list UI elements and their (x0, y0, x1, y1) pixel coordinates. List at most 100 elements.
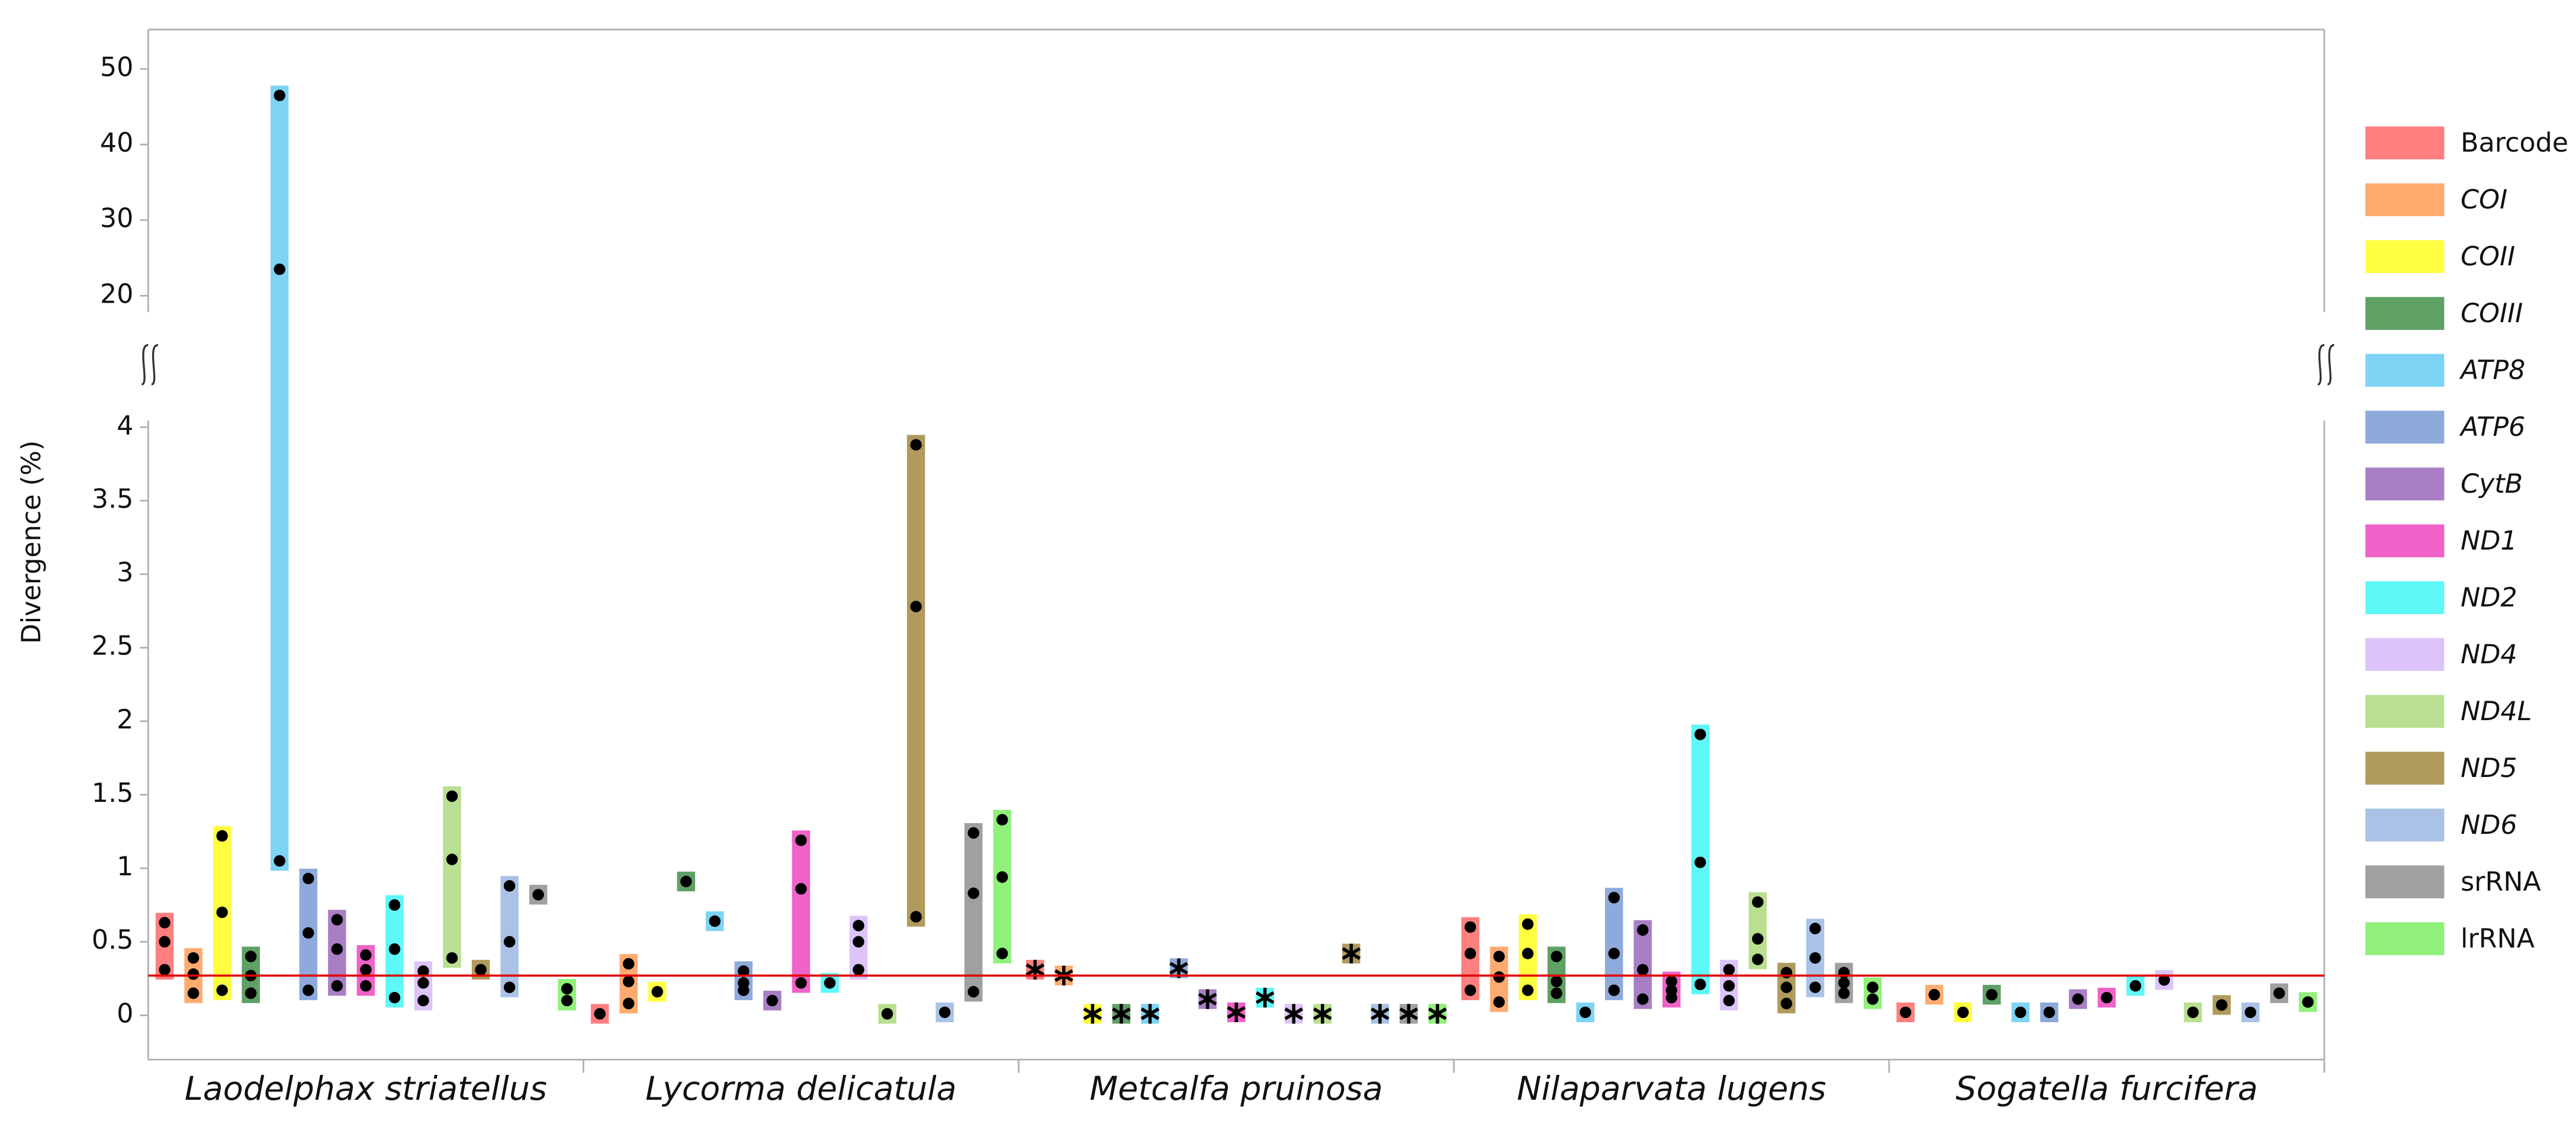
legend-swatch (2365, 354, 2445, 387)
legend-swatch (2365, 808, 2445, 842)
range-bar (964, 823, 983, 1002)
dot-marker (1867, 993, 1879, 1005)
asterisk-marker (1112, 1004, 1131, 1024)
dot-marker (331, 980, 343, 992)
legend-swatch (2365, 183, 2445, 217)
legend-swatch (2365, 638, 2445, 671)
dot-marker (680, 875, 692, 888)
range-bar (993, 810, 1012, 964)
dot-marker (159, 917, 171, 929)
dot-marker (623, 975, 635, 987)
legend-label: lrRNA (2461, 924, 2535, 954)
dot-marker (1809, 952, 1821, 964)
dot-marker (1723, 980, 1735, 992)
dot-marker (1838, 987, 1850, 999)
dot-marker (853, 936, 864, 948)
dot-marker (1723, 964, 1735, 976)
dot-marker (1464, 921, 1477, 933)
legend-label: COI (2461, 185, 2507, 215)
dot-marker (417, 994, 429, 1007)
dot-marker (331, 943, 343, 955)
dot-marker (1694, 978, 1706, 990)
asterisk-marker (1399, 1004, 1419, 1024)
y-tick-label: 20 (100, 279, 133, 309)
dot-marker (1464, 948, 1477, 959)
dot-marker (187, 952, 200, 964)
dot-marker (1608, 984, 1620, 996)
dot-marker (446, 790, 458, 802)
legend-swatch (2365, 922, 2445, 955)
y-tick-label: 3.5 (92, 484, 134, 514)
dot-marker (967, 827, 979, 839)
dot-marker (1694, 856, 1706, 868)
dot-marker (187, 968, 200, 980)
dot-marker (274, 263, 285, 275)
dot-marker (446, 952, 458, 964)
range-bar (270, 85, 289, 871)
legend-label: ND2 (2461, 583, 2517, 613)
dot-marker (417, 965, 429, 977)
dot-marker (1780, 981, 1793, 993)
dot-marker (795, 977, 807, 989)
axis-break (141, 343, 149, 386)
dot-marker (1636, 924, 1649, 936)
dot-marker (594, 1008, 606, 1020)
range-bar (1604, 888, 1623, 1000)
legend-label: ATP6 (2459, 412, 2525, 442)
legend-label: ND4L (2461, 696, 2532, 727)
dot-marker (853, 964, 864, 976)
dot-marker (1899, 1006, 1912, 1019)
dot-marker (1838, 977, 1850, 989)
asterisk-marker (1370, 1004, 1390, 1024)
dot-marker (1928, 988, 1940, 1001)
dot-marker (532, 889, 544, 901)
asterisk-marker (1428, 1004, 1447, 1024)
dot-marker (475, 964, 487, 976)
legend-swatch (2365, 467, 2445, 500)
dot-marker (417, 977, 429, 989)
dot-marker (1665, 975, 1677, 987)
dot-marker (561, 982, 573, 995)
legend-swatch (2365, 240, 2445, 274)
dot-marker (939, 1006, 951, 1019)
dot-marker (2043, 1006, 2055, 1019)
dot-marker (1608, 948, 1620, 959)
x-tick-label: Sogatella furcifera (1956, 1070, 2258, 1108)
dot-marker (623, 997, 635, 1010)
legend-label: srRNA (2461, 867, 2541, 897)
dot-marker (766, 994, 779, 1007)
asterisk-marker (1083, 1004, 1102, 1024)
dot-marker (159, 936, 171, 948)
dot-marker (1464, 984, 1477, 996)
asterisk-marker (1140, 1004, 1160, 1024)
dot-marker (2072, 993, 2084, 1005)
y-tick-label: 0.5 (92, 925, 134, 955)
legend-label: ATP8 (2459, 355, 2525, 386)
dot-marker (1665, 984, 1677, 996)
dot-marker (795, 883, 807, 895)
dot-marker (738, 977, 750, 989)
dot-marker (996, 871, 1008, 883)
legend-swatch (2365, 865, 2445, 898)
legend-label: ND4 (2461, 640, 2517, 670)
legend-label: ND5 (2461, 753, 2517, 784)
dot-marker (996, 948, 1008, 959)
dot-marker (1957, 1006, 1969, 1019)
dot-marker (1752, 896, 1764, 908)
dot-marker (1579, 1006, 1591, 1019)
y-axis-title: Divergence (%) (17, 441, 47, 644)
legend-swatch (2365, 752, 2445, 785)
asterisk-marker (1284, 1004, 1304, 1024)
dot-marker (1838, 967, 1850, 979)
legend-label: ND6 (2461, 810, 2517, 840)
dot-marker (881, 1008, 893, 1020)
legend-swatch (2365, 581, 2445, 614)
dot-marker (1752, 933, 1764, 945)
dot-marker (1780, 967, 1793, 979)
y-tick-label: 3 (117, 558, 133, 588)
dot-marker (303, 927, 314, 939)
dot-marker (2015, 1006, 2027, 1019)
y-tick-label: 2 (117, 705, 133, 735)
dot-marker (388, 899, 401, 911)
